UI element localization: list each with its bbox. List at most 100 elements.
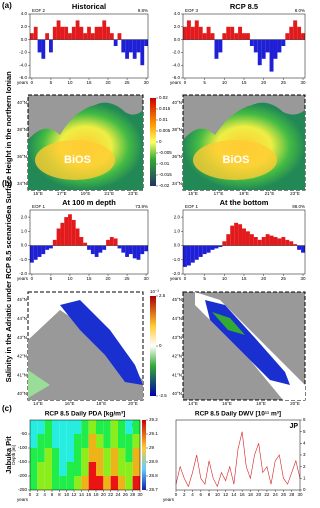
heat-cell bbox=[88, 420, 96, 434]
heat-cell bbox=[125, 462, 133, 476]
x-tick-label: 16 bbox=[86, 492, 92, 497]
heat-cell bbox=[52, 448, 60, 462]
bar bbox=[210, 33, 215, 40]
x-tick-label: 2 bbox=[36, 492, 39, 497]
lat-label: 44°N bbox=[172, 316, 182, 321]
y-tick-label: 2 bbox=[303, 464, 306, 469]
percent-label: 98.0% bbox=[292, 204, 305, 209]
bar bbox=[113, 238, 118, 246]
eof-label: EOF 3 bbox=[185, 8, 199, 13]
bar bbox=[37, 245, 42, 257]
lat-label: 45°N bbox=[172, 297, 182, 302]
plot-frame bbox=[29, 209, 149, 275]
bar bbox=[273, 237, 278, 246]
x-tick-label: 30 bbox=[297, 492, 303, 497]
heat-cell bbox=[110, 448, 118, 462]
bar bbox=[33, 245, 38, 260]
heat-cell bbox=[30, 448, 38, 462]
bar bbox=[289, 241, 294, 246]
y-tick-label: 0 bbox=[303, 487, 306, 492]
y-tick-label: -4.0 bbox=[172, 62, 180, 67]
bar bbox=[186, 20, 191, 40]
heat-cell bbox=[96, 434, 104, 448]
bar bbox=[183, 245, 187, 267]
colorbar-tick-label: -2.5 bbox=[159, 393, 167, 398]
chart-title: At the bottom bbox=[220, 198, 269, 207]
heat-cell bbox=[44, 434, 52, 448]
y-axis-label: Depth [m] bbox=[11, 445, 16, 465]
x-tick-label: 15 bbox=[241, 80, 247, 85]
bar bbox=[79, 26, 84, 40]
bar bbox=[265, 39, 270, 53]
x-tick-label: 5 bbox=[50, 80, 53, 85]
heat-cell bbox=[110, 476, 118, 490]
lon-label: 23°E bbox=[290, 191, 300, 196]
lat-label: 36°N bbox=[17, 154, 27, 159]
bar bbox=[60, 222, 65, 246]
bar bbox=[94, 26, 99, 40]
y-tick-label: 2.0 bbox=[174, 24, 181, 29]
x-tick-label: 4 bbox=[43, 492, 46, 497]
bar bbox=[245, 231, 250, 246]
x-tick-label: 20 bbox=[256, 492, 262, 497]
lat-label: 40°N bbox=[17, 100, 27, 105]
bar bbox=[117, 33, 122, 40]
y-tick-label: 2.0 bbox=[21, 24, 28, 29]
lon-label: 19°E bbox=[239, 191, 249, 196]
y-tick-label: 6 bbox=[303, 417, 306, 422]
lon-label: 19°E bbox=[81, 191, 91, 196]
x-axis-label: years bbox=[17, 80, 29, 85]
bar bbox=[277, 39, 282, 53]
heat-cell bbox=[96, 420, 104, 434]
heat-cell bbox=[125, 448, 133, 462]
heat-cell bbox=[66, 462, 74, 476]
heat-cell bbox=[30, 476, 38, 490]
heat-cell bbox=[74, 462, 82, 476]
x-tick-label: 12 bbox=[223, 492, 229, 497]
x-tick-label: 0 bbox=[31, 276, 34, 281]
x-tick-label: 15 bbox=[241, 276, 247, 281]
lon-label: 23°E bbox=[128, 191, 138, 196]
bar bbox=[183, 26, 187, 40]
bar bbox=[121, 245, 126, 253]
bar bbox=[249, 39, 254, 46]
heat-cell bbox=[81, 448, 89, 462]
y-tick-label: -100 bbox=[18, 445, 28, 450]
colorbar bbox=[150, 98, 156, 186]
heat-cell bbox=[52, 434, 60, 448]
bar bbox=[289, 26, 294, 40]
heat-cell bbox=[44, 448, 52, 462]
map bbox=[27, 94, 144, 191]
colorbar-tick-label: 0.01 bbox=[159, 117, 168, 122]
colorbar-tick-label: 0.02 bbox=[159, 95, 168, 100]
heat-cell bbox=[52, 476, 60, 490]
bar bbox=[273, 39, 278, 59]
heat-cell bbox=[52, 462, 60, 476]
lat-label: 43°N bbox=[172, 335, 182, 340]
colorbar-tick-label: 28.8 bbox=[149, 473, 158, 478]
map bbox=[182, 94, 306, 191]
bar bbox=[128, 39, 133, 53]
x-tick-label: 10 bbox=[64, 492, 70, 497]
heat-cell bbox=[44, 462, 52, 476]
x-tick-label: 26 bbox=[123, 492, 129, 497]
side-label: Salinity in the Adriatic under RCP 8.5 s… bbox=[4, 217, 13, 382]
heat-cell bbox=[103, 434, 111, 448]
map bbox=[27, 291, 144, 401]
region-label: BiOS bbox=[64, 154, 91, 166]
bar bbox=[253, 237, 258, 246]
x-tick-label: 25 bbox=[281, 80, 287, 85]
heat-cell bbox=[103, 476, 111, 490]
bar bbox=[87, 245, 91, 250]
lon-label: 20°E bbox=[290, 401, 300, 406]
map bbox=[182, 291, 306, 401]
bar bbox=[218, 245, 223, 247]
bar bbox=[113, 39, 118, 46]
bar bbox=[202, 245, 207, 255]
heat-cell bbox=[125, 434, 133, 448]
lat-label: 34°N bbox=[17, 181, 27, 186]
bar bbox=[64, 217, 69, 246]
heat-cell bbox=[81, 420, 89, 434]
heat-cell bbox=[66, 448, 74, 462]
heat-cell bbox=[37, 420, 45, 434]
